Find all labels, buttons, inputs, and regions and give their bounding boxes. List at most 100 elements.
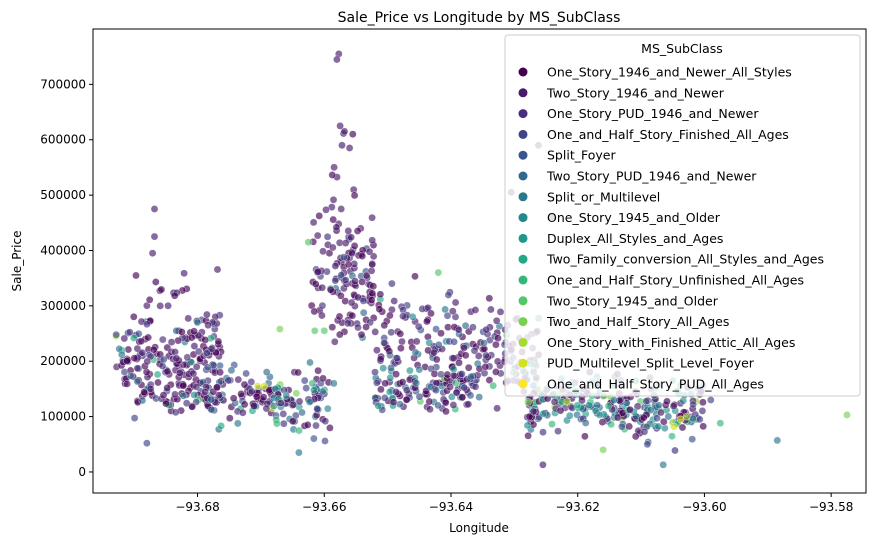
data-point	[340, 127, 349, 136]
data-point	[482, 351, 490, 360]
data-point	[227, 366, 236, 375]
data-point	[188, 402, 197, 411]
data-point	[337, 205, 346, 213]
data-point	[328, 323, 337, 332]
data-point	[358, 252, 367, 260]
data-point	[437, 370, 445, 379]
x-tick-label: −93.68	[175, 500, 219, 514]
data-point	[314, 267, 322, 276]
data-point	[550, 398, 559, 406]
data-point	[362, 271, 371, 280]
data-point	[333, 55, 341, 64]
legend-marker	[518, 67, 528, 77]
data-point	[170, 291, 179, 300]
data-point	[461, 321, 470, 330]
data-point	[380, 338, 388, 347]
data-point	[668, 432, 676, 441]
data-point	[328, 171, 337, 179]
data-point	[388, 279, 396, 288]
data-point	[242, 369, 250, 378]
data-point	[350, 191, 359, 200]
data-point	[437, 329, 445, 338]
data-point	[412, 379, 421, 387]
data-point	[143, 357, 152, 366]
x-axis-ticks: −93.68 −93.66 −93.64 −93.62 −93.60 −93.58	[175, 493, 853, 514]
data-point	[150, 232, 159, 241]
data-point	[130, 354, 139, 363]
data-point	[240, 400, 249, 409]
data-point	[178, 328, 186, 336]
data-point	[163, 384, 172, 392]
legend-marker	[518, 192, 528, 202]
data-point	[319, 374, 327, 383]
data-point	[341, 276, 350, 284]
data-point	[660, 424, 669, 433]
data-point	[137, 337, 146, 346]
data-point	[387, 364, 395, 372]
legend-label: PUD_Multilevel_Split_Level_Foyer	[547, 356, 755, 371]
data-point	[659, 417, 668, 426]
data-point	[467, 372, 475, 381]
data-point	[313, 231, 322, 240]
data-point	[631, 432, 640, 441]
data-point	[129, 312, 138, 321]
data-point	[253, 382, 262, 390]
data-point	[670, 422, 678, 431]
x-tick-label: −93.66	[302, 500, 346, 514]
data-point	[523, 421, 532, 430]
data-point	[190, 391, 199, 399]
data-point	[344, 227, 353, 235]
data-point	[123, 380, 131, 388]
data-point	[318, 311, 326, 320]
data-point	[470, 346, 479, 355]
data-point	[633, 402, 642, 411]
data-point	[460, 344, 468, 352]
data-point	[354, 293, 362, 302]
data-point	[238, 408, 247, 417]
data-point	[125, 328, 134, 337]
data-point	[539, 428, 547, 437]
data-point	[448, 307, 457, 316]
data-point	[392, 370, 400, 379]
legend-marker	[518, 233, 528, 243]
data-point	[337, 271, 346, 279]
data-point	[133, 377, 142, 386]
data-point	[412, 337, 421, 346]
data-point	[204, 321, 212, 330]
data-point	[482, 325, 491, 334]
data-point	[539, 460, 547, 469]
data-point	[441, 398, 450, 407]
data-point	[320, 326, 329, 335]
data-point	[653, 414, 661, 423]
data-point	[279, 410, 288, 418]
data-point	[323, 404, 332, 413]
data-point	[454, 325, 463, 334]
data-point	[493, 404, 501, 413]
data-point	[449, 365, 458, 374]
data-point	[598, 418, 607, 426]
data-point	[427, 309, 435, 318]
y-tick-label: 500000	[40, 188, 86, 202]
data-point	[376, 355, 385, 363]
legend-label: Two_and_Half_Story_All_Ages	[546, 314, 729, 329]
data-point	[493, 357, 502, 366]
data-point	[451, 298, 460, 307]
data-point	[449, 401, 458, 409]
data-point	[393, 354, 401, 363]
data-point	[233, 419, 242, 428]
data-point	[189, 369, 198, 378]
data-point	[385, 347, 394, 356]
data-point	[207, 405, 216, 414]
data-point	[201, 336, 210, 344]
data-point	[149, 345, 158, 354]
data-point	[348, 311, 357, 320]
data-point	[193, 318, 202, 327]
legend-label: Split_or_Multilevel	[547, 189, 660, 204]
data-point	[371, 368, 379, 377]
data-point	[642, 397, 651, 406]
legend-label: One_and_Half_Story_PUD_All_Ages	[547, 377, 764, 392]
x-tick-label: −93.58	[809, 500, 853, 514]
data-point	[716, 419, 725, 428]
data-point	[159, 391, 168, 400]
data-point	[492, 340, 500, 349]
